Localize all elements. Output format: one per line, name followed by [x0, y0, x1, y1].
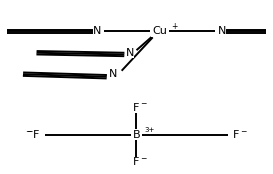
Text: N: N	[109, 69, 118, 79]
Text: −: −	[140, 154, 146, 163]
Text: N: N	[126, 48, 134, 58]
Text: Cu: Cu	[152, 26, 167, 36]
Text: N: N	[217, 26, 226, 36]
Text: N: N	[93, 26, 102, 36]
Text: −: −	[25, 127, 32, 136]
Text: 3+: 3+	[145, 127, 155, 133]
Text: F: F	[133, 157, 140, 167]
Text: +: +	[171, 22, 177, 31]
Text: −: −	[26, 127, 33, 136]
Text: F: F	[33, 130, 40, 140]
Text: F: F	[133, 102, 140, 113]
Text: −: −	[240, 127, 247, 136]
Text: −: −	[140, 100, 146, 109]
Text: B: B	[133, 130, 140, 140]
Text: F: F	[233, 130, 240, 140]
